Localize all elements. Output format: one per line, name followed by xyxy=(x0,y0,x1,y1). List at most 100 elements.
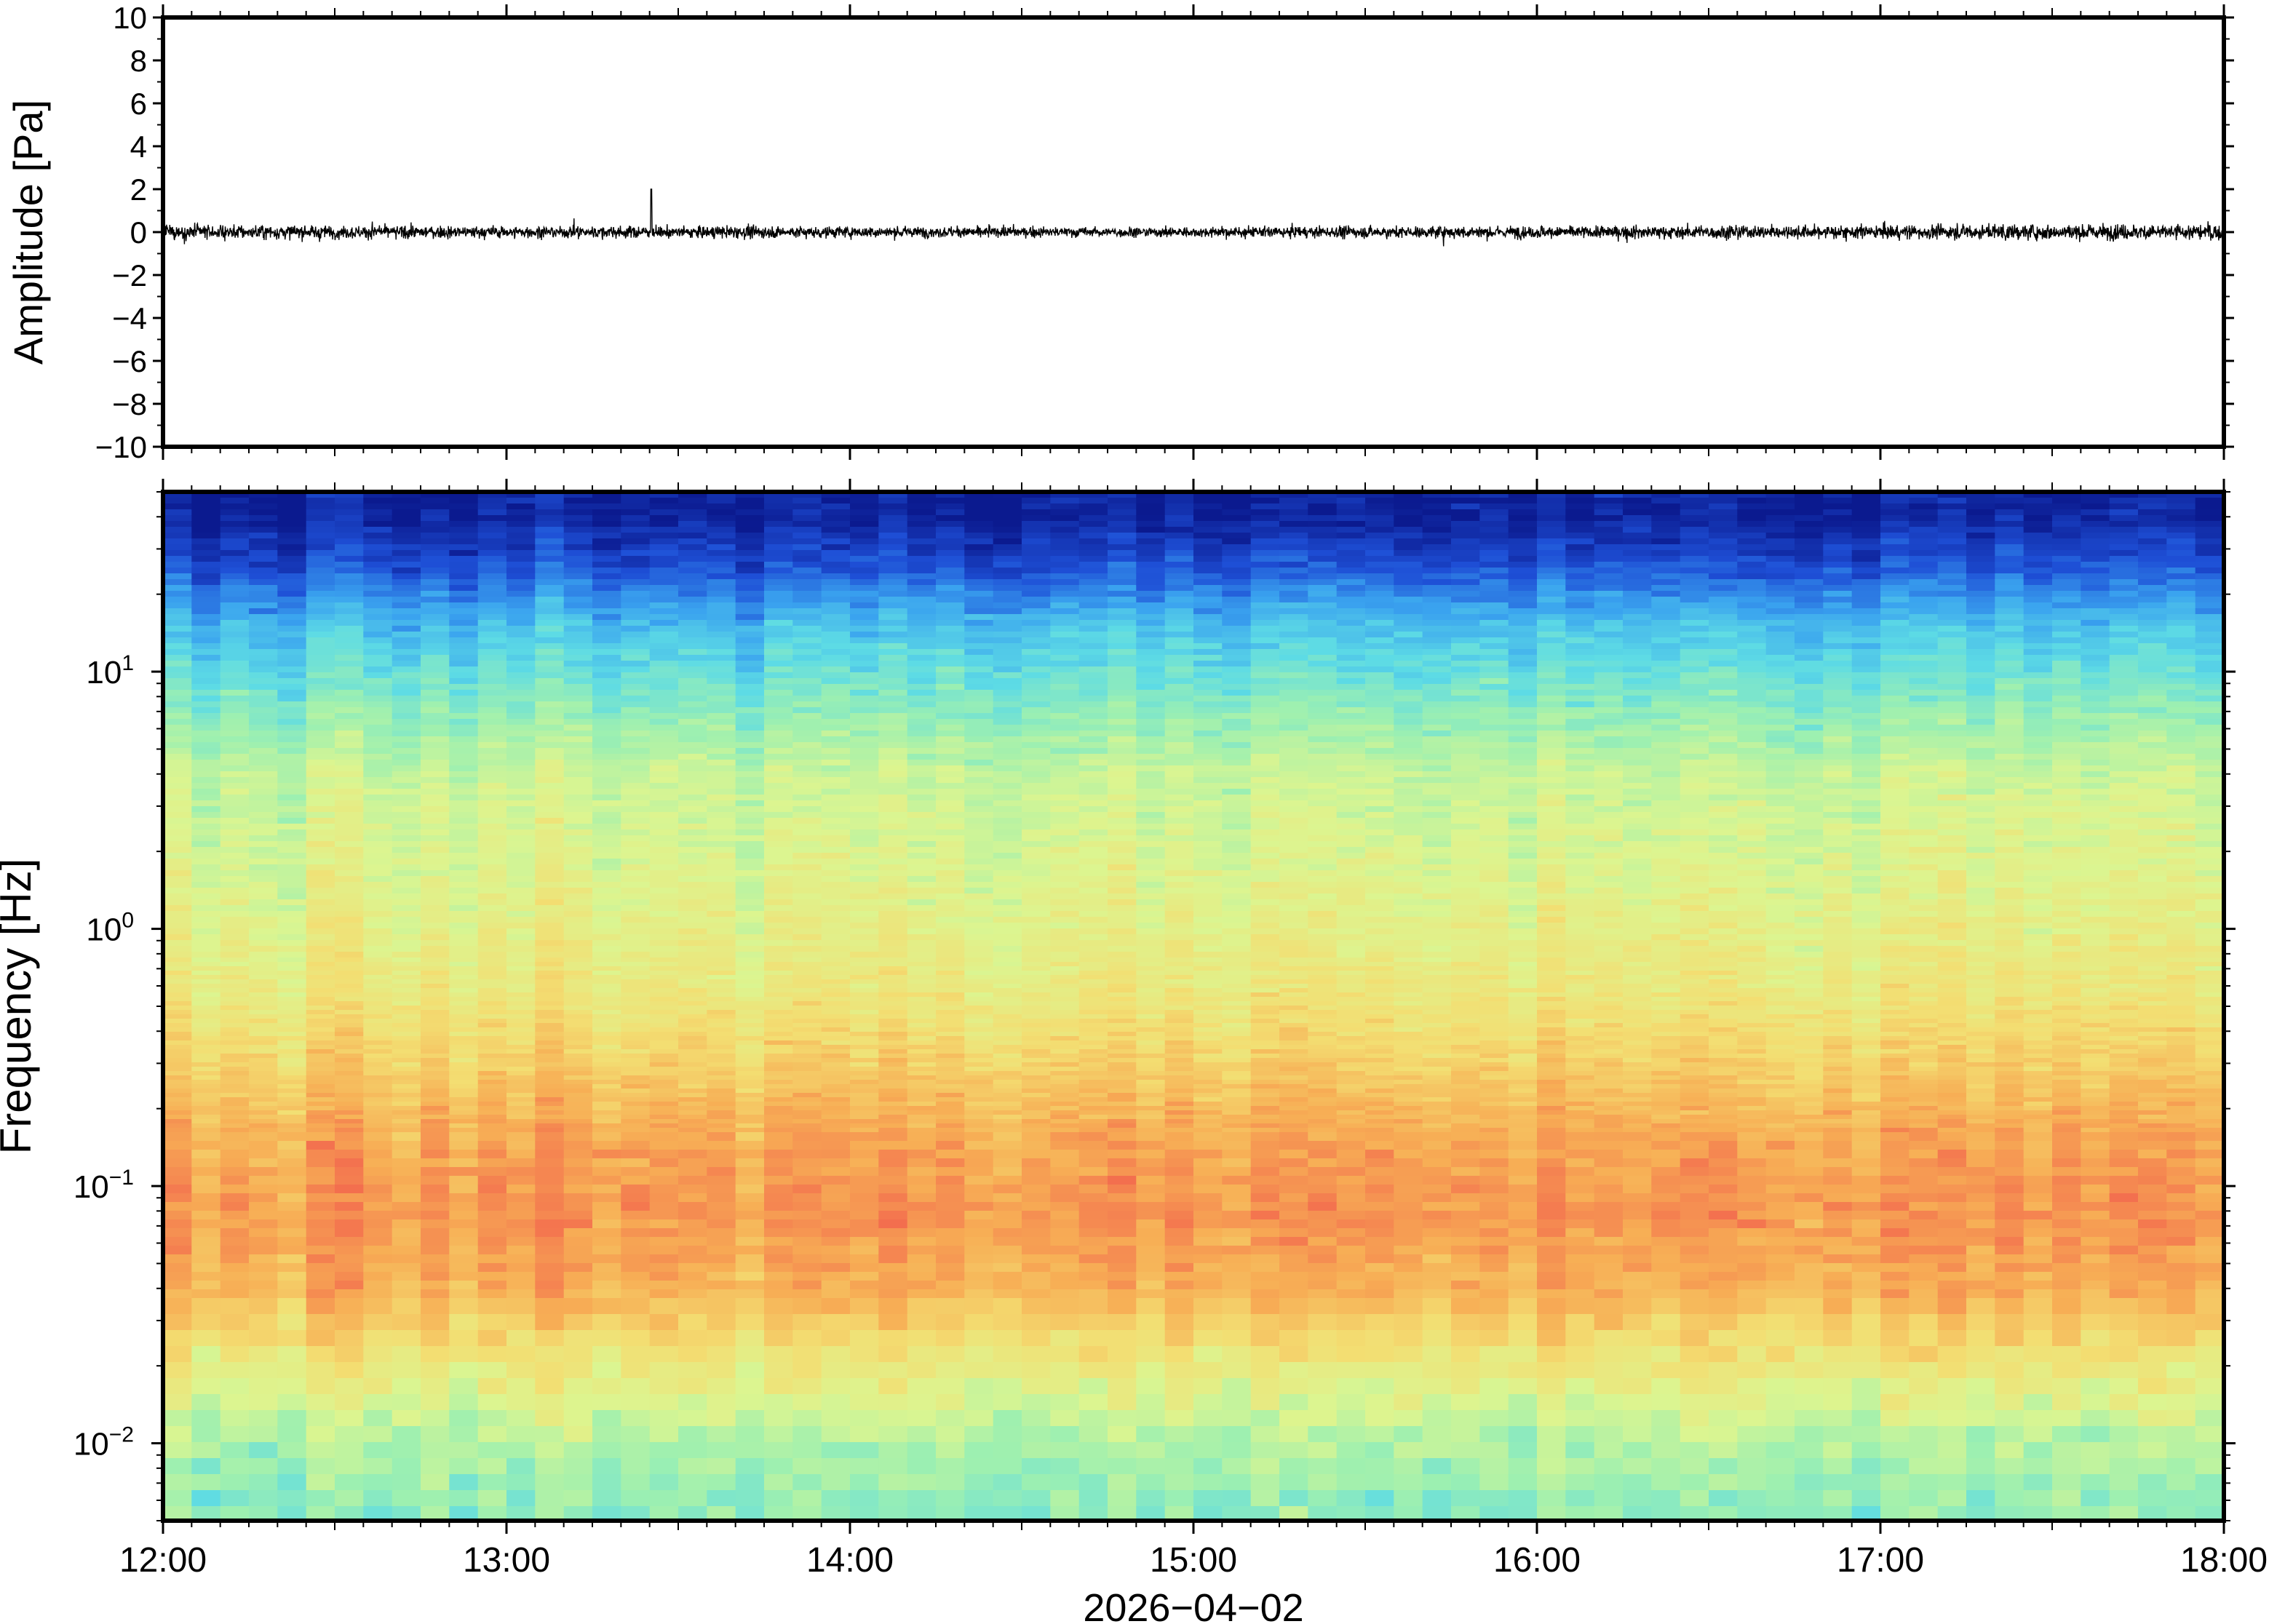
spectrogram-cell xyxy=(535,1228,565,1238)
spectrogram-cell xyxy=(249,1119,278,1124)
spectrogram-cell xyxy=(964,876,994,883)
spectrogram-cell xyxy=(363,632,393,638)
waveform-y-tick-label: −4 xyxy=(112,301,147,335)
spectrogram-cell xyxy=(764,1027,793,1032)
spectrogram-cell xyxy=(306,1132,335,1142)
spectrogram-cell xyxy=(535,701,565,708)
spectrogram-cell xyxy=(363,800,393,807)
spectrogram-cell xyxy=(707,533,736,539)
spectrogram-cell xyxy=(506,1346,536,1363)
spectrogram-cell xyxy=(907,509,937,516)
spectrogram-cell xyxy=(936,905,965,912)
spectrogram-cell xyxy=(535,1088,565,1094)
spectrogram-cell xyxy=(163,527,192,533)
spectrogram-cell xyxy=(993,608,1022,615)
spectrogram-cell xyxy=(1022,1067,1051,1072)
spectrogram-cell xyxy=(821,701,851,708)
spectrogram-cell xyxy=(249,1330,278,1347)
spectrogram-cell xyxy=(535,1049,565,1054)
spectrogram-cell xyxy=(936,952,965,958)
spectrogram-cell xyxy=(993,1010,1022,1015)
spectrogram-cell xyxy=(249,632,278,638)
spectrogram-cell xyxy=(335,806,364,813)
spectrogram-cell xyxy=(363,620,393,626)
spectrogram-cell xyxy=(535,1298,565,1315)
spectrogram-cell xyxy=(563,1167,593,1177)
spectrogram-cell xyxy=(249,1049,278,1054)
spectrogram-cell xyxy=(163,597,192,603)
spectrogram-cell xyxy=(936,632,965,638)
spectrogram-cell xyxy=(1022,1254,1051,1264)
spectrogram-cell xyxy=(792,864,822,871)
spectrogram-cell xyxy=(936,971,965,976)
spectrogram-cell xyxy=(363,1362,393,1379)
spectrogram-cell xyxy=(363,1106,393,1111)
spectrogram-cell xyxy=(220,503,250,510)
spectrogram-cell xyxy=(449,556,479,562)
spectrogram-cell xyxy=(392,649,421,656)
spectrogram-cell xyxy=(993,1330,1022,1347)
spectrogram-cell xyxy=(878,591,908,597)
spectrogram-cell xyxy=(735,806,765,813)
spectrogram-cell xyxy=(535,550,565,557)
spectrogram-cell xyxy=(477,1158,507,1168)
spectrogram-cell xyxy=(821,498,851,504)
spectrogram-cell xyxy=(764,1084,793,1089)
spectrogram-cell xyxy=(792,568,822,574)
spectrogram-cell xyxy=(306,719,335,725)
spectrogram-cell xyxy=(678,1219,707,1229)
spectrogram-cell xyxy=(993,544,1022,551)
spectrogram-cell xyxy=(392,899,421,906)
spectrogram-cell xyxy=(306,771,335,778)
spectrogram-cell xyxy=(1022,1426,1051,1443)
spectrogram-cell xyxy=(191,905,221,912)
spectrogram-cell xyxy=(678,1123,707,1129)
spectrogram-cell xyxy=(335,719,364,725)
spectrogram-cell xyxy=(535,946,565,952)
spectrogram-cell xyxy=(821,958,851,963)
spectrogram-cell xyxy=(936,783,965,789)
spectrogram-cell xyxy=(392,917,421,923)
spectrogram-cell xyxy=(878,544,908,551)
spectrogram-cell xyxy=(764,876,793,883)
spectrogram-cell xyxy=(506,1158,536,1168)
spectrogram-cell xyxy=(277,637,307,644)
spectrogram-cell xyxy=(821,1040,851,1046)
spectrogram-cell xyxy=(707,1119,736,1124)
spectrogram-cell xyxy=(821,1314,851,1331)
spectrogram-cell xyxy=(1022,1458,1051,1475)
spectrogram-cell xyxy=(335,847,364,853)
spectrogram-cell xyxy=(449,864,479,871)
spectrogram-cell xyxy=(707,760,736,766)
spectrogram-cell xyxy=(878,1254,908,1264)
spectrogram-cell xyxy=(621,992,651,998)
spectrogram-cell xyxy=(878,1246,908,1255)
spectrogram-cell xyxy=(821,841,851,848)
spectrogram-cell xyxy=(421,992,450,998)
spectrogram-cell xyxy=(506,876,536,883)
spectrogram-cell xyxy=(421,731,450,737)
spectrogram-cell xyxy=(993,643,1022,650)
spectrogram-cell xyxy=(649,742,679,749)
spectrogram-cell xyxy=(792,1067,822,1072)
spectrogram-cell xyxy=(449,1237,479,1246)
spectrogram-cell xyxy=(678,1211,707,1220)
spectrogram-cell xyxy=(907,1219,937,1229)
spectrogram-cell xyxy=(506,1141,536,1150)
spectrogram-cell xyxy=(850,997,879,1002)
spectrogram-cell xyxy=(821,789,851,795)
spectrogram-cell xyxy=(907,1032,937,1037)
spectrogram-cell xyxy=(249,707,278,714)
spectrogram-cell xyxy=(163,771,192,778)
spectrogram-cell xyxy=(907,1088,937,1094)
spectrogram-cell xyxy=(449,966,479,971)
spectrogram-cell xyxy=(249,1115,278,1120)
spectrogram-cell xyxy=(936,853,965,859)
spectrogram-cell xyxy=(907,975,937,980)
spectrogram-cell xyxy=(878,940,908,947)
spectrogram-cell xyxy=(678,789,707,795)
spectrogram-cell xyxy=(277,661,307,667)
spectrogram-cell xyxy=(335,707,364,714)
spectrogram-cell xyxy=(735,1426,765,1443)
spectrogram-cell xyxy=(449,1036,479,1041)
